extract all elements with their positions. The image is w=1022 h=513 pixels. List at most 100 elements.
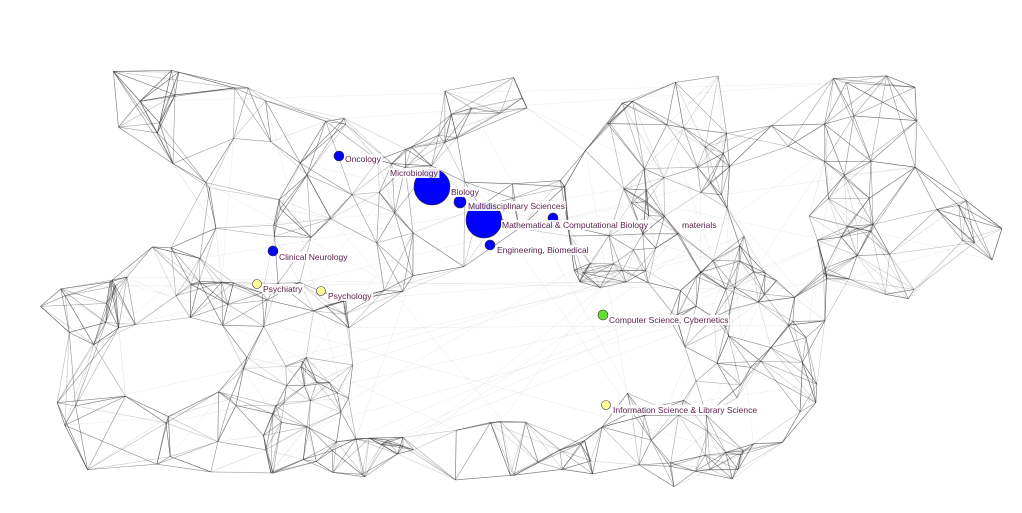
- edge: [739, 245, 754, 272]
- edge: [705, 414, 709, 432]
- edge: [75, 405, 88, 470]
- node-engbiomed[interactable]: [484, 239, 496, 251]
- edge: [233, 100, 266, 139]
- edge: [696, 276, 727, 290]
- node-clinneuro[interactable]: [267, 245, 279, 257]
- edge: [139, 101, 174, 164]
- edge: [500, 421, 526, 423]
- edge: [631, 411, 652, 441]
- edge: [361, 474, 365, 478]
- edge: [770, 321, 794, 348]
- node-infolib[interactable]: [601, 400, 611, 410]
- edge: [313, 300, 344, 312]
- edge: [377, 160, 380, 193]
- edge: [456, 137, 466, 183]
- edge: [824, 115, 854, 125]
- edge: [857, 224, 874, 229]
- edge: [361, 444, 382, 475]
- edge: [753, 442, 783, 445]
- edge: [217, 398, 231, 442]
- edge: [205, 138, 234, 183]
- edge: [126, 276, 136, 325]
- edge: [823, 268, 826, 274]
- edge: [109, 246, 153, 283]
- edge: [889, 242, 975, 255]
- edge: [270, 141, 308, 176]
- edge: [713, 289, 727, 318]
- edge: [113, 71, 119, 128]
- edge: [700, 260, 714, 273]
- edge: [666, 124, 684, 129]
- edge: [278, 162, 301, 200]
- node-psychiatry[interactable]: [252, 279, 262, 289]
- edge: [344, 290, 385, 315]
- edge: [825, 236, 842, 269]
- edge: [828, 161, 872, 199]
- edge: [275, 405, 308, 427]
- edge: [272, 459, 304, 474]
- edge: [631, 189, 647, 204]
- edge: [168, 416, 171, 457]
- edge: [621, 270, 627, 283]
- edge: [622, 82, 676, 104]
- edge: [889, 254, 909, 299]
- edge: [106, 276, 128, 304]
- edge: [247, 87, 266, 101]
- edge: [300, 357, 307, 367]
- edge: [525, 422, 563, 470]
- edge: [843, 115, 855, 176]
- edge: [438, 134, 458, 139]
- edge: [313, 310, 350, 329]
- node-label-psychology: Psychology: [327, 291, 374, 301]
- edge: [308, 427, 333, 451]
- edge: [608, 235, 634, 251]
- edge: [431, 137, 458, 166]
- edge: [914, 166, 967, 201]
- edge: [962, 200, 967, 241]
- edge: [438, 90, 446, 136]
- edge: [579, 281, 601, 288]
- edge: [172, 94, 176, 164]
- edge: [272, 413, 282, 423]
- edge: [383, 232, 414, 291]
- edge: [218, 357, 248, 393]
- edge: [721, 166, 730, 195]
- edge: [853, 115, 872, 162]
- edge: [705, 414, 709, 432]
- edge: [112, 279, 116, 287]
- label-background: [262, 284, 304, 294]
- edge: [579, 270, 623, 283]
- edge: [330, 218, 539, 463]
- edge: [625, 249, 634, 283]
- edge: [569, 235, 609, 237]
- edge: [758, 293, 765, 303]
- edge: [585, 123, 610, 151]
- edge: [645, 270, 649, 283]
- edge: [431, 142, 446, 166]
- edge: [451, 97, 523, 115]
- edge: [683, 75, 719, 128]
- node-biology[interactable]: [453, 195, 467, 209]
- edge: [69, 332, 94, 345]
- edge: [633, 233, 644, 250]
- edge: [168, 391, 219, 417]
- edge: [397, 449, 414, 455]
- node-oncology[interactable]: [333, 150, 345, 162]
- edge: [369, 437, 414, 451]
- edge: [336, 438, 356, 443]
- edge: [721, 194, 728, 209]
- edge: [68, 332, 76, 406]
- node-cscyber[interactable]: [597, 309, 609, 321]
- edge: [316, 441, 337, 462]
- edge: [348, 364, 354, 399]
- edge: [337, 392, 349, 399]
- edge: [695, 452, 726, 472]
- edge: [726, 133, 789, 147]
- edge: [344, 314, 354, 366]
- edge: [574, 263, 591, 271]
- edge: [871, 231, 993, 261]
- edge: [64, 405, 76, 426]
- node-psychology[interactable]: [316, 286, 326, 296]
- edge: [308, 427, 317, 462]
- edge: [302, 357, 307, 362]
